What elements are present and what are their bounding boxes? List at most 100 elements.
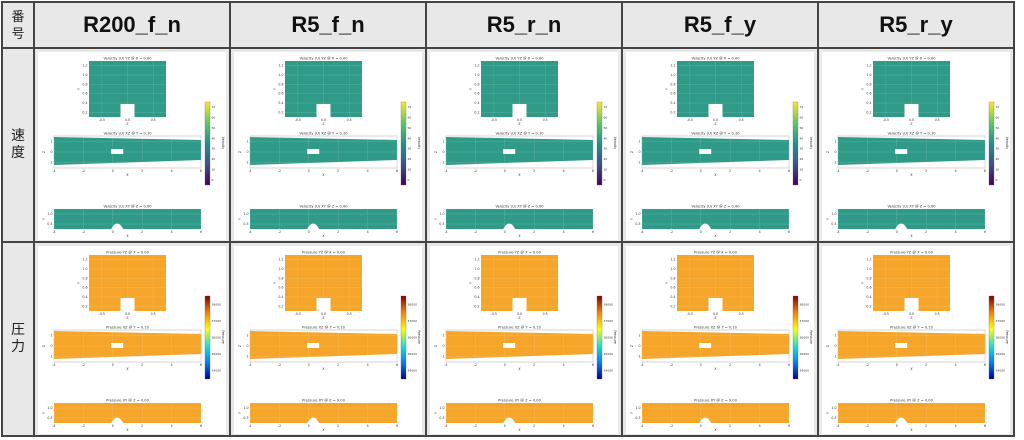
y-tick-label: 1 (834, 139, 836, 143)
y-tick-label: 0 (834, 150, 836, 154)
plot-title: Velocity (U) XZ @ Y = 0.10 (691, 132, 740, 136)
x-tick-label: 0.5 (935, 118, 940, 122)
colorbar-tick-label: 60 (800, 116, 804, 120)
x-axis-label: X (910, 428, 913, 432)
row-label-char: 力 (11, 339, 25, 355)
y-tick-label: 1.0 (474, 73, 479, 77)
colorbar-tick-label: 37000 (408, 319, 418, 323)
body-cutout (316, 104, 331, 117)
x-tick-label: 6 (592, 230, 594, 234)
colorbar-label: Pressure (1005, 330, 1009, 344)
colorbar-tick-label: 35000 (408, 352, 418, 356)
body-cutout (120, 104, 135, 117)
colorbar-tick-label: 20 (604, 157, 608, 161)
x-tick-label: 2 (141, 424, 143, 428)
x-tick-label: 2 (925, 424, 927, 428)
x-tick-label: 4 (759, 424, 761, 428)
plot-title: Pressure XY @ Z = 0.00 (302, 399, 345, 403)
colorbar-tick-label: 36000 (408, 336, 418, 340)
y-axis-label: Y (826, 218, 830, 220)
x-axis-label: X (518, 234, 521, 238)
colorbar (792, 295, 799, 380)
plot-title: Velocity (U) XZ @ Y = 0.10 (887, 132, 936, 136)
plot-title: Pressure XZ @ Y = 0.10 (106, 326, 149, 330)
x-tick-label: 0.5 (543, 312, 548, 316)
plot-title: Velocity (U) YZ @ X = 0.00 (103, 57, 152, 61)
body-cutout (111, 343, 124, 348)
colorbar-label: Pressure (221, 330, 225, 344)
x-axis-label: X (518, 428, 521, 432)
x-axis-label: X (714, 234, 717, 238)
y-tick-label: 1.0 (47, 406, 52, 410)
x-tick-label: 2 (141, 363, 143, 367)
row-header-velocity: 速度 (1, 47, 35, 243)
body-cutout (699, 417, 712, 423)
colorbar (204, 295, 211, 380)
y-tick-label: 1.2 (866, 64, 871, 68)
xz-plot: -4 -2 0 2 4 6 -1 0 1 X Z Velocity (U) XZ @ Y = 0.10 (238, 132, 398, 178)
colorbar-label: Velocity (613, 137, 617, 150)
field-area (642, 137, 789, 165)
x-axis-label: X (910, 367, 913, 371)
body-cutout (307, 417, 320, 423)
y-tick-label: 0.5 (831, 222, 836, 226)
y-tick-label: -1 (637, 161, 640, 165)
x-axis-label: Z (910, 122, 913, 126)
y-tick-label: 1 (638, 139, 640, 143)
x-axis-label: X (322, 173, 325, 177)
body-cutout (111, 417, 124, 423)
y-axis-label: Y (77, 282, 81, 284)
x-tick-label: 4 (367, 230, 369, 234)
y-tick-label: -1 (833, 161, 836, 165)
x-tick-label: 0 (896, 424, 898, 428)
x-tick-label: 2 (533, 363, 535, 367)
x-tick-label: 4 (563, 363, 565, 367)
y-tick-label: 0.5 (243, 222, 248, 226)
y-tick-label: -1 (49, 161, 52, 165)
colorbar-tick-label: 50 (212, 126, 216, 130)
x-tick-label: 6 (396, 363, 398, 367)
x-tick-label: 2 (729, 230, 731, 234)
colorbar-tick-label: 30 (996, 147, 1000, 151)
body-cutout (307, 223, 320, 229)
x-tick-label: 4 (563, 230, 565, 234)
yz-plot: -0.5 0.0 0.5 0.2 0.4 0.6 0.8 1.0 1.2 Z Y Velocity (… (273, 57, 362, 126)
body-cutout (316, 298, 331, 311)
colorbar-tick-label: 40 (212, 136, 216, 140)
y-axis-label: Z (42, 344, 46, 347)
x-tick-label: 0 (112, 424, 114, 428)
x-tick-label: 2 (925, 363, 927, 367)
plot-title: Pressure XZ @ Y = 0.10 (694, 326, 737, 330)
y-tick-label: 0.4 (82, 101, 87, 105)
x-tick-label: 4 (367, 169, 369, 173)
y-tick-label: 1.0 (670, 73, 675, 77)
cell-velocity-R200_f_n: -0.5 0.0 0.5 0.2 0.4 0.6 0.8 1.0 1.2 Z Y Velocity (… (33, 47, 231, 243)
header-corner: 番 号 (1, 1, 35, 49)
x-axis-label: Z (714, 316, 717, 320)
column-header-R5_r_y: R5_r_y (817, 1, 1015, 49)
field-area (838, 137, 985, 165)
x-axis-label: X (910, 173, 913, 177)
plot-title: Pressure XZ @ Y = 0.10 (498, 326, 541, 330)
y-axis-label: Z (826, 150, 830, 153)
x-tick-label: -2 (866, 363, 869, 367)
colorbar-label: Velocity (1005, 137, 1009, 150)
x-tick-label: 0 (896, 363, 898, 367)
velocity-figure: -0.5 0.0 0.5 0.2 0.4 0.6 0.8 1.0 1.2 Z Y Velocity (… (430, 52, 618, 240)
y-tick-label: 1.0 (635, 212, 640, 216)
x-tick-label: 4 (171, 363, 173, 367)
body-cutout (895, 343, 908, 348)
body-cutout (503, 149, 516, 154)
y-axis-label: Z (826, 344, 830, 347)
x-tick-label: -2 (278, 424, 281, 428)
pressure-figure: -0.5 0.0 0.5 0.2 0.4 0.6 0.8 1.0 1.2 Z Y Pressure Y… (822, 246, 1010, 434)
x-tick-label: 6 (200, 169, 202, 173)
y-tick-label: 1.0 (82, 73, 87, 77)
y-axis-label: Z (434, 344, 438, 347)
x-axis-label: X (126, 367, 129, 371)
field-area (838, 209, 985, 229)
yz-plot: -0.5 0.0 0.5 0.2 0.4 0.6 0.8 1.0 1.2 Z Y Pressure Y… (665, 251, 754, 320)
row-label-char: 速 (11, 128, 25, 144)
colorbar (400, 295, 407, 380)
field-area (250, 331, 397, 359)
